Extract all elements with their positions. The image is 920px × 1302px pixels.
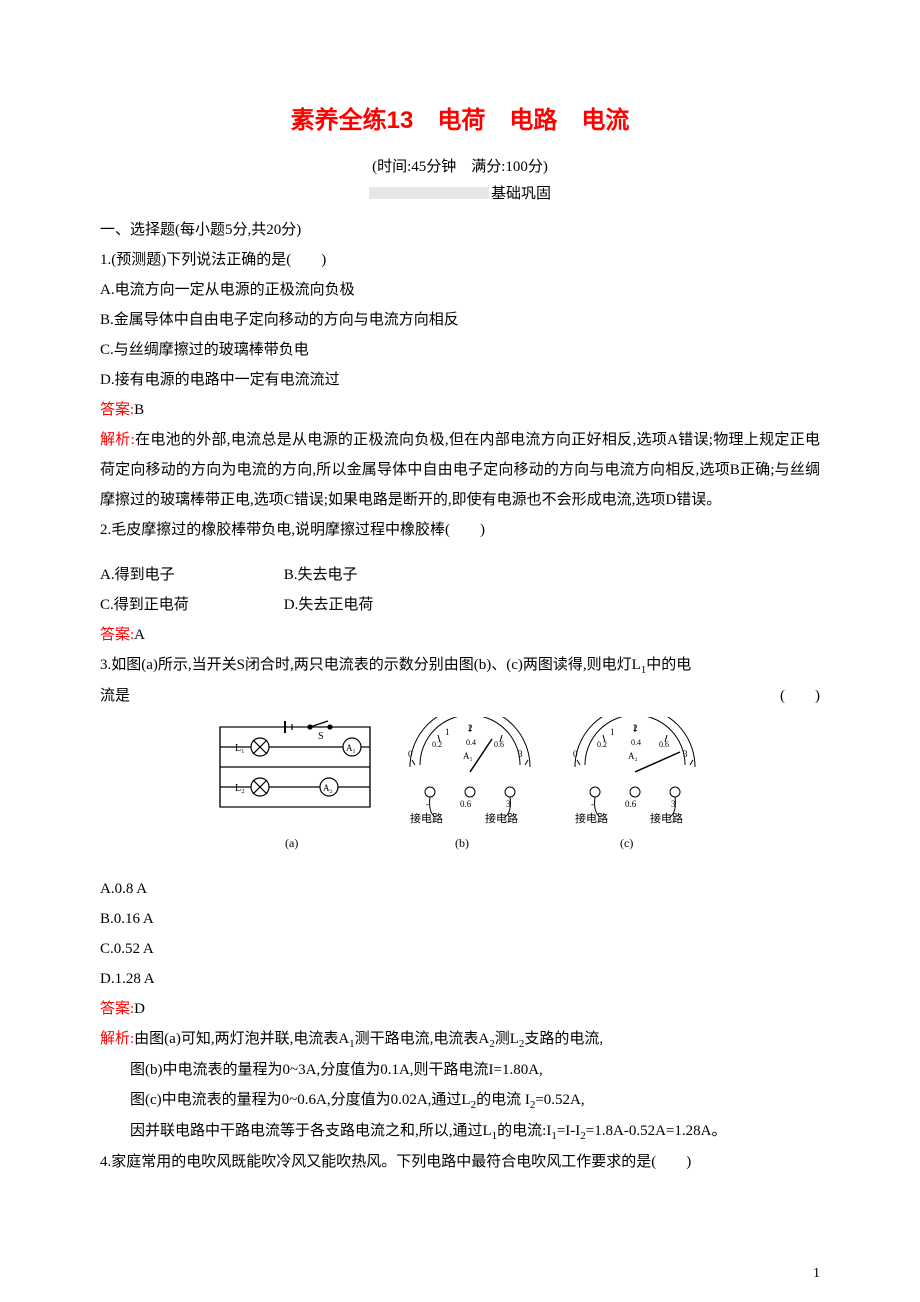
svg-text:0.6: 0.6 <box>659 740 669 749</box>
q1-answer: 答案:B <box>100 395 820 425</box>
svg-text:2: 2 <box>633 723 638 733</box>
jack-c-left: 接电路 <box>575 812 608 825</box>
neg-b: - <box>426 799 429 809</box>
q1-optD: D.接有电源的电路中一定有电流流过 <box>100 365 820 395</box>
q3-optA: A.0.8 A <box>100 874 820 904</box>
t10: =I-I <box>557 1123 580 1139</box>
label-A2c: A₂ <box>628 751 638 761</box>
bar-label: 基础巩固 <box>491 182 551 203</box>
label-L1: L₁ <box>235 743 245 754</box>
q3-stem-left: 流是 <box>100 681 130 711</box>
q3-optB: B.0.16 A <box>100 904 820 934</box>
ammeter-c: 0 0.2 1 0.4 2 0.6 3 A₂ - 0.6 3 接电路 <box>573 717 695 825</box>
page-number: 1 <box>813 1266 820 1282</box>
q3-stem-paren: ( ) <box>780 681 820 711</box>
sublabel-c: (c) <box>620 836 633 850</box>
t9: 的电流:I <box>497 1123 551 1139</box>
bar-decoration <box>369 187 489 199</box>
t4: 支路的电流, <box>524 1031 603 1047</box>
q3-stem-prefix: 3.如图(a)所示,当开关S闭合时,两只电流表的示数分别由图(b)、(c)两图读… <box>100 657 641 673</box>
q1-optA: A.电流方向一定从电源的正极流向负极 <box>100 275 820 305</box>
svg-text:0.4: 0.4 <box>466 738 476 747</box>
q3-analysis-p1: 解析:由图(a)可知,两灯泡并联,电流表A1测干路电流,电流表A2测L2支路的电… <box>100 1024 820 1055</box>
q3-stem-mid: 中的电 <box>646 657 691 673</box>
q2-optD: D.失去正电荷 <box>284 590 464 620</box>
jack-b-right: 接电路 <box>485 812 518 825</box>
svg-text:0.4: 0.4 <box>631 738 641 747</box>
p06-c: 0.6 <box>625 799 637 809</box>
q1-stem: 1.(预测题)下列说法正确的是( ) <box>100 245 820 275</box>
circuit-and-meters-svg: S A₁ L₁ <box>200 717 720 857</box>
q3-optD: D.1.28 A <box>100 964 820 994</box>
svg-text:0.2: 0.2 <box>432 740 442 749</box>
q2-optC: C.得到正电荷 <box>100 590 280 620</box>
q2-row2: C.得到正电荷 D.失去正电荷 <box>100 590 820 620</box>
t8: 因并联电路中干路电流等于各支路电流之和,所以,通过L <box>130 1123 492 1139</box>
svg-text:1: 1 <box>445 727 450 737</box>
label-A1: A₁ <box>346 743 356 753</box>
ammeter-b: 0 0.2 1 0.4 2 0.6 3 A₁ - 0.6 3 <box>408 717 530 825</box>
t2: 测干路电流,电流表A <box>355 1031 490 1047</box>
q2-stem: 2.毛皮摩擦过的橡胶棒带负电,说明摩擦过程中橡胶棒( ) <box>100 515 820 545</box>
sublabel-b: (b) <box>455 836 469 850</box>
label-A2: A₂ <box>323 783 333 793</box>
q3-analysis-p2: 图(b)中电流表的量程为0~3A,分度值为0.1A,则干路电流I=1.80A, <box>100 1055 820 1085</box>
sublabel-a: (a) <box>285 836 298 850</box>
neg-c: - <box>591 799 594 809</box>
time-score: (时间:45分钟 满分:100分) <box>100 155 820 176</box>
t5: 图(c)中电流表的量程为0~0.6A,分度值为0.02A,通过L <box>130 1092 471 1108</box>
svg-text:3: 3 <box>518 749 523 759</box>
section-heading: 一、选择题(每小题5分,共20分) <box>100 215 820 245</box>
q4-stem: 4.家庭常用的电吹风既能吹冷风又能吹热风。下列电路中最符合电吹风工作要求的是( … <box>100 1147 820 1177</box>
analysis-label: 解析: <box>100 1031 134 1047</box>
q3-optC: C.0.52 A <box>100 934 820 964</box>
analysis-label: 解析: <box>100 432 135 448</box>
q3-stem-line1: 3.如图(a)所示,当开关S闭合时,两只电流表的示数分别由图(b)、(c)两图读… <box>100 650 820 681</box>
t1: 由图(a)可知,两灯泡并联,电流表A <box>134 1031 349 1047</box>
label-L2: L₂ <box>235 783 245 794</box>
svg-text:2: 2 <box>468 723 473 733</box>
label-A1b: A₁ <box>463 751 473 761</box>
answer-label: 答案: <box>100 627 134 643</box>
q1-optC: C.与丝绸摩擦过的玻璃棒带负电 <box>100 335 820 365</box>
label-S: S <box>318 731 324 742</box>
answer-value: B <box>134 402 144 418</box>
svg-text:1: 1 <box>610 727 615 737</box>
circuit-a: S A₁ L₁ <box>220 721 370 807</box>
q3-answer: 答案:D <box>100 994 820 1024</box>
blank-line <box>100 545 820 560</box>
answer-value: A <box>134 627 145 643</box>
svg-text:3: 3 <box>683 749 688 759</box>
analysis-text: 在电池的外部,电流总是从电源的正极流向负极,但在内部电流方向正好相反,选项A错误… <box>100 432 820 508</box>
t3: 测L <box>495 1031 519 1047</box>
q3-analysis-p3: 图(c)中电流表的量程为0~0.6A,分度值为0.02A,通过L2的电流 I2=… <box>100 1085 820 1116</box>
q2-optA: A.得到电子 <box>100 560 280 590</box>
t7: =0.52A, <box>535 1092 584 1108</box>
page-title: 素养全练13 电荷 电路 电流 <box>100 100 820 135</box>
jack-b-left: 接电路 <box>410 812 443 825</box>
svg-text:0: 0 <box>408 749 413 759</box>
t6: 的电流 I <box>476 1092 530 1108</box>
svg-text:0: 0 <box>573 749 578 759</box>
answer-label: 答案: <box>100 1001 134 1017</box>
svg-text:0.6: 0.6 <box>494 740 504 749</box>
q2-row1: A.得到电子 B.失去电子 <box>100 560 820 590</box>
t11: =1.8A-0.52A=1.28A。 <box>586 1123 727 1139</box>
q3-figure: S A₁ L₁ <box>100 717 820 868</box>
q1-optB: B.金属导体中自由电子定向移动的方向与电流方向相反 <box>100 305 820 335</box>
p06-b: 0.6 <box>460 799 472 809</box>
q3-analysis-p4: 因并联电路中干路电流等于各支路电流之和,所以,通过L1的电流:I1=I-I2=1… <box>100 1116 820 1147</box>
section-bar: 基础巩固 <box>100 182 820 203</box>
q2-answer: 答案:A <box>100 620 820 650</box>
answer-label: 答案: <box>100 402 134 418</box>
q1-analysis: 解析:在电池的外部,电流总是从电源的正极流向负极,但在内部电流方向正好相反,选项… <box>100 425 820 515</box>
jack-c-right: 接电路 <box>650 812 683 825</box>
answer-value: D <box>134 1001 145 1017</box>
svg-text:0.2: 0.2 <box>597 740 607 749</box>
q3-stem-line2: 流是 ( ) <box>100 681 820 711</box>
q2-optB: B.失去电子 <box>284 560 464 590</box>
